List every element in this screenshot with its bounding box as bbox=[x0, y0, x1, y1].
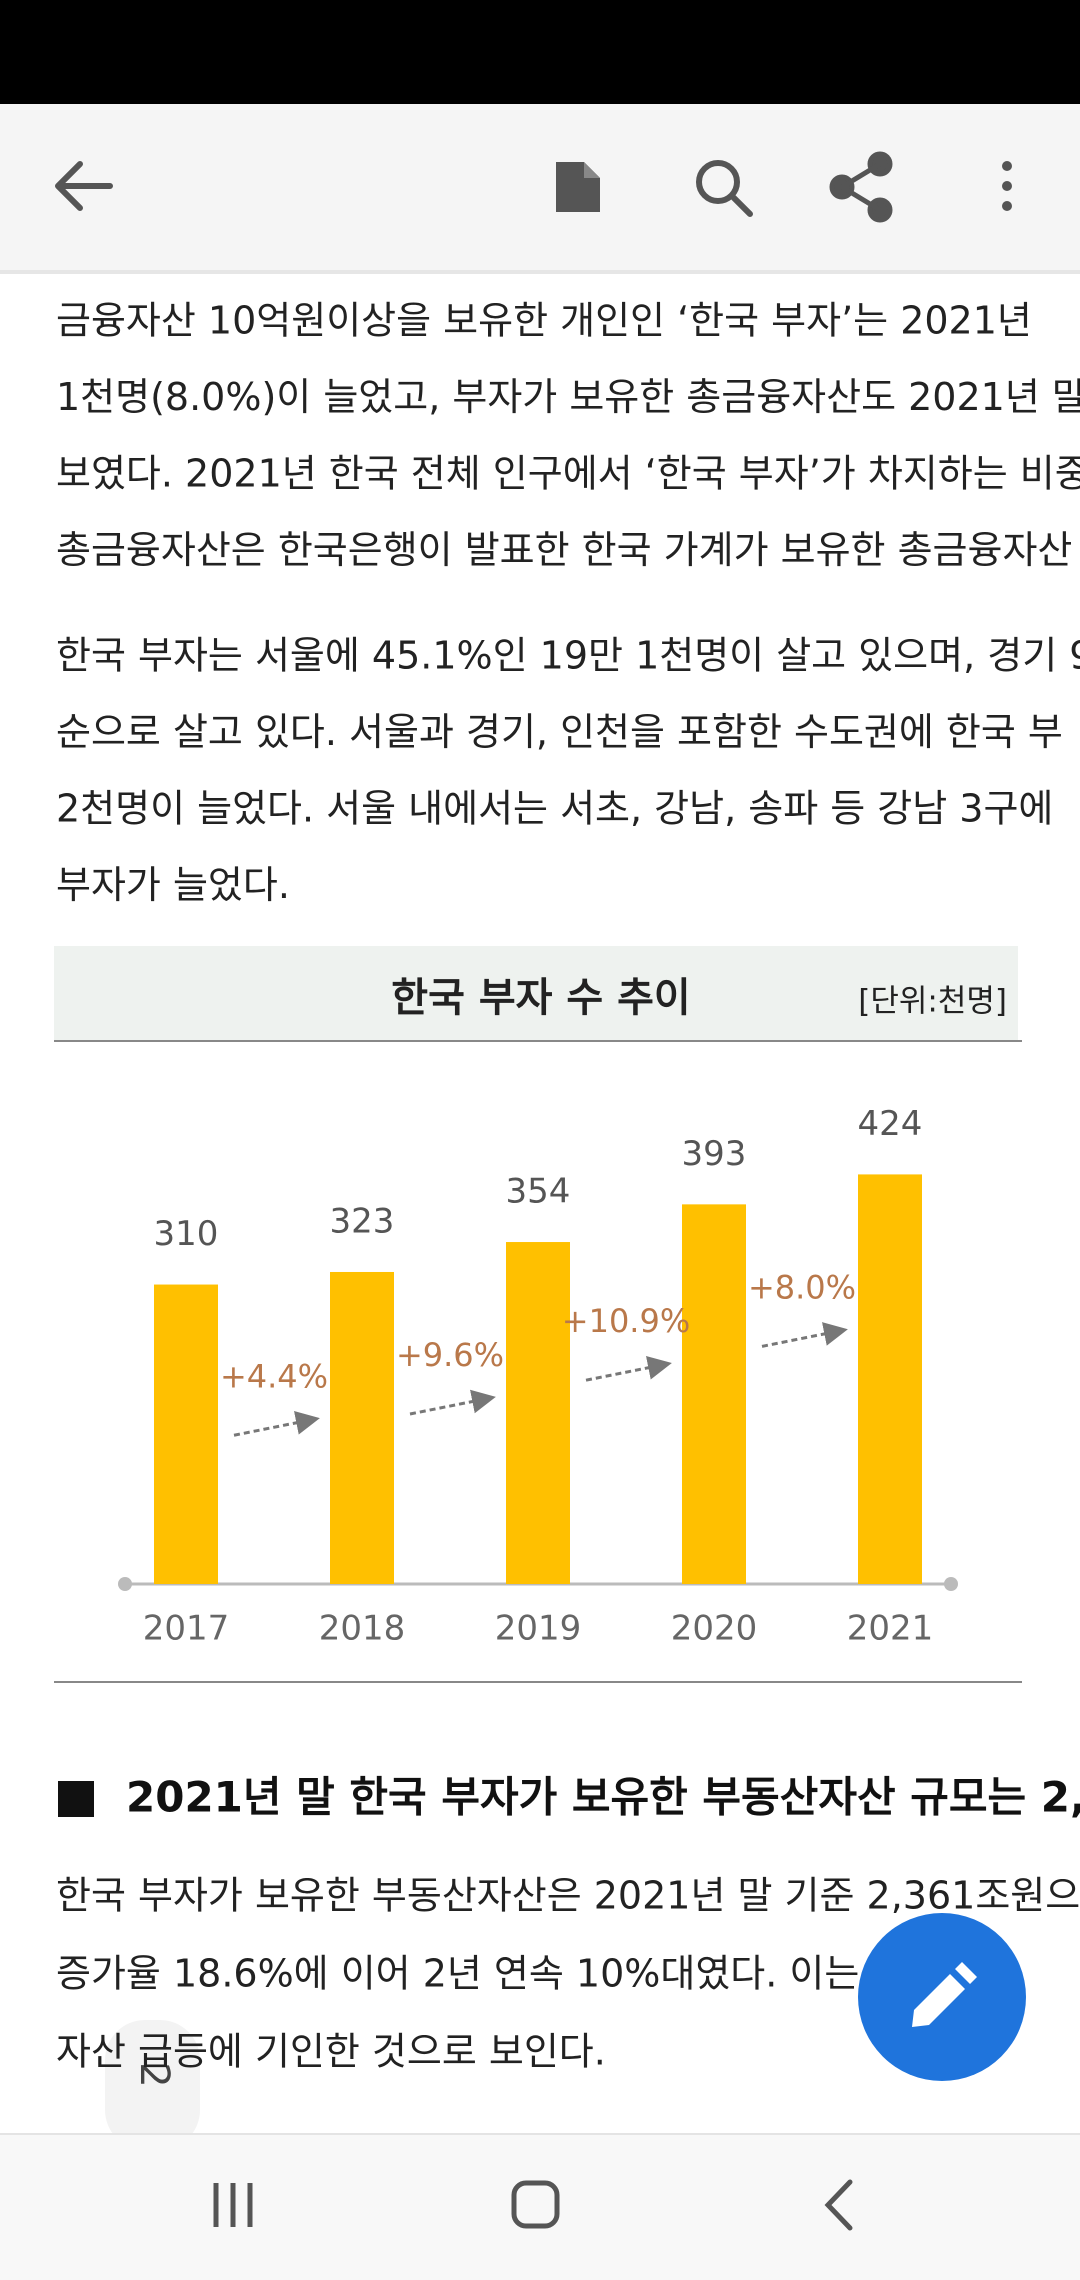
chart-unit: [단위:천명] bbox=[858, 984, 1007, 1020]
body-text-line: 부자가 늘었다. bbox=[56, 863, 290, 907]
baseline-end bbox=[944, 1577, 958, 1591]
bar bbox=[858, 1174, 922, 1584]
toolbar-shadow bbox=[0, 270, 1080, 274]
toolbar bbox=[0, 104, 1080, 272]
bar bbox=[154, 1284, 218, 1584]
growth-annotation: +4.4% bbox=[220, 1357, 328, 1395]
growth-annotation: +10.9% bbox=[562, 1302, 690, 1340]
edit-button[interactable] bbox=[858, 1913, 1026, 2081]
body-text-line: 총금융자산은 한국은행이 발표한 한국 가계가 보유한 총금융자산 bbox=[56, 528, 1072, 572]
body-text-line: 한국 부자가 보유한 부동산자산은 2021년 말 기준 2,361조원으 bbox=[56, 1874, 1080, 1918]
bar bbox=[506, 1242, 570, 1584]
nav-bar bbox=[0, 2134, 1080, 2280]
share-button[interactable] bbox=[829, 151, 893, 223]
body-text-line: 1천명(8.0%)이 늘었고, 부자가 보유한 총금융자산도 2021년 말 bbox=[56, 375, 1080, 419]
chart-header bbox=[54, 946, 1018, 1041]
body-text-line: 금융자산 10억원이상을 보유한 개인인 ‘한국 부자’는 2021년 bbox=[56, 299, 1032, 343]
home-button[interactable] bbox=[511, 2180, 560, 2229]
edit-icon bbox=[912, 1962, 977, 2027]
body-text-line: 자산 급등에 기인한 것으로 보인다. bbox=[56, 2030, 606, 2074]
status-bar bbox=[0, 0, 1080, 104]
value-label: 310 bbox=[154, 1214, 219, 1254]
page-indicator-number: 2 bbox=[131, 2062, 177, 2087]
bar bbox=[682, 1204, 746, 1584]
growth-arrow bbox=[585, 1355, 672, 1382]
x-tick-label: 2019 bbox=[495, 1609, 582, 1649]
section-heading: 2021년 말 한국 부자가 보유한 부동산자산 규모는 2,36 bbox=[126, 1773, 1080, 1822]
value-label: 354 bbox=[506, 1172, 571, 1212]
x-tick-label: 2017 bbox=[143, 1609, 230, 1649]
growth-arrow bbox=[233, 1411, 320, 1437]
x-tick-label: 2018 bbox=[319, 1609, 406, 1649]
more-button[interactable] bbox=[1002, 161, 1012, 211]
value-label: 323 bbox=[330, 1201, 395, 1241]
x-tick-label: 2021 bbox=[847, 1609, 934, 1649]
growth-arrow bbox=[409, 1389, 496, 1416]
back-button[interactable] bbox=[55, 161, 113, 211]
recents-button[interactable] bbox=[213, 2183, 253, 2227]
growth-annotation: +9.6% bbox=[396, 1336, 504, 1374]
body-text-line: 2천명이 늘었다. 서울 내에서는 서초, 강남, 송파 등 강남 3구에 bbox=[56, 787, 1053, 831]
document-icon-fold bbox=[584, 162, 600, 178]
chart-title: 한국 부자 수 추이 bbox=[391, 975, 690, 1021]
growth-annotation: +8.0% bbox=[748, 1268, 856, 1306]
value-label: 424 bbox=[858, 1104, 923, 1144]
page-indicator-bg bbox=[105, 2020, 200, 2150]
page-indicator: 2 bbox=[105, 2020, 200, 2150]
growth-arrow bbox=[761, 1322, 848, 1348]
body-text-line: 증가율 18.6%에 이어 2년 연속 10%대였다. 이는 bbox=[56, 1952, 859, 1996]
body-text-line: 순으로 살고 있다. 서울과 경기, 인천을 포함한 수도권에 한국 부 bbox=[56, 710, 1063, 754]
body-text-line: 보였다. 2021년 한국 전체 인구에서 ‘한국 부자’가 차지하는 비중 bbox=[56, 452, 1080, 496]
value-label: 393 bbox=[682, 1134, 747, 1174]
x-tick-label: 2020 bbox=[671, 1609, 758, 1649]
body-text-line: 한국 부자는 서울에 45.1%인 19만 1천명이 살고 있으며, 경기 9 bbox=[56, 634, 1080, 678]
bar bbox=[330, 1271, 394, 1584]
bullet bbox=[58, 1781, 94, 1817]
baseline-end bbox=[118, 1577, 132, 1591]
search-button[interactable] bbox=[696, 160, 753, 217]
back-nav-button[interactable] bbox=[824, 2179, 853, 2231]
